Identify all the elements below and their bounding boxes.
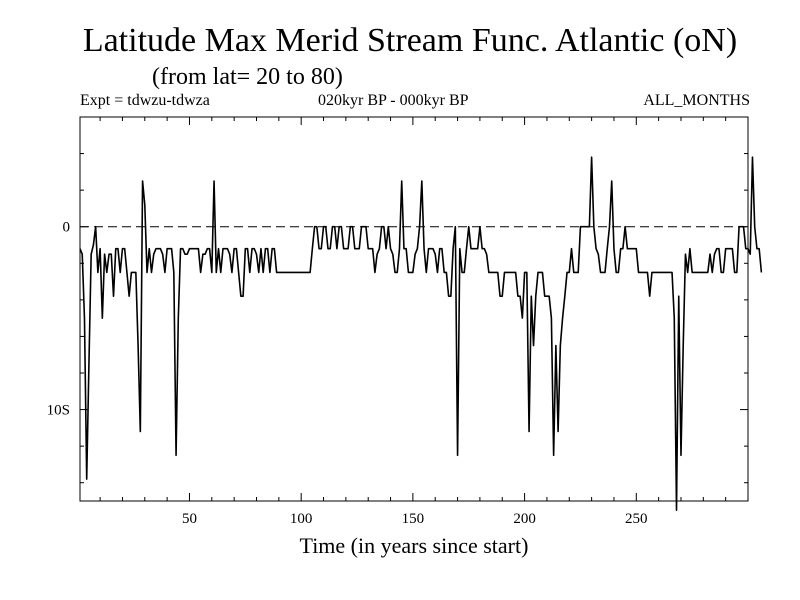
chart-subtitle: (from lat= 20 to 80) [152, 64, 343, 90]
y-tick-label: 0 [63, 220, 71, 236]
series-line [79, 156, 763, 511]
ticks-layer: 50 100 150 200 250 0 10S [47, 116, 748, 527]
x-tick-label: 250 [625, 511, 648, 527]
months-label: ALL_MONTHS [643, 92, 750, 109]
x-tick-label: 50 [182, 511, 197, 527]
x-tick-label: 200 [513, 511, 536, 527]
experiment-label: Expt = tdwzu-tdwza [80, 92, 210, 109]
x-tick-label: 150 [402, 511, 425, 527]
plot-frame [79, 116, 749, 502]
series-layer [79, 156, 763, 511]
x-axis-label: Time (in years since start) [299, 533, 529, 558]
y-tick-label: 10S [47, 403, 70, 419]
period-label: 020kyr BP - 000kyr BP [318, 92, 469, 109]
x-tick-label: 100 [290, 511, 313, 527]
chart-title: Latitude Max Merid Stream Func. Atlantic… [82, 22, 738, 59]
